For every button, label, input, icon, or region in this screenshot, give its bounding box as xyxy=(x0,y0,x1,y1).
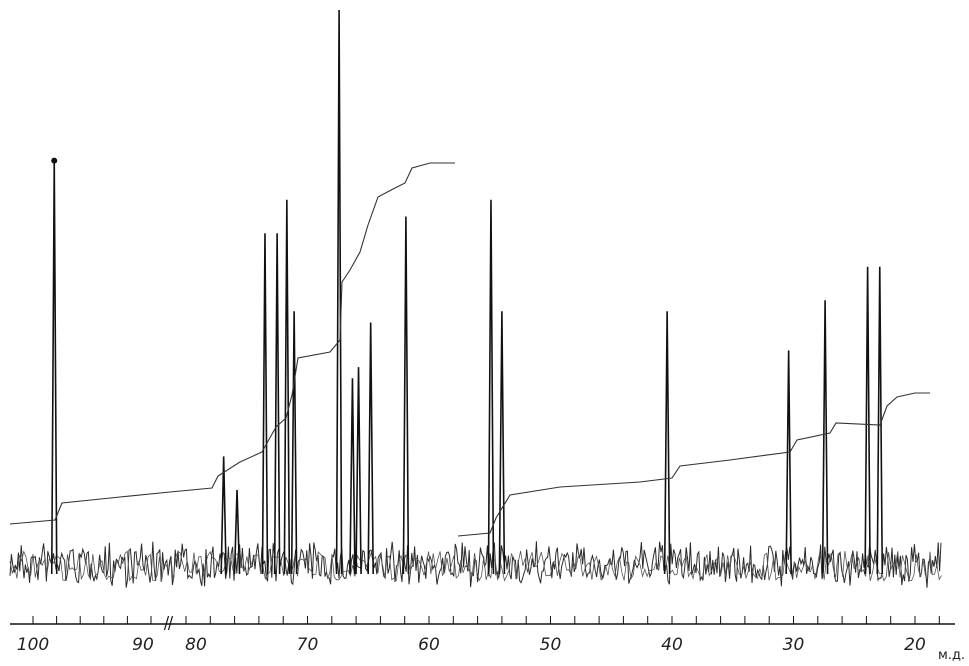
integral-curve-right xyxy=(457,392,930,537)
tick-label-50: 50 xyxy=(540,635,562,655)
tick-label-90: 90 xyxy=(132,635,154,655)
tick-label-60: 60 xyxy=(418,635,440,655)
peak-5 xyxy=(283,199,291,575)
integral-curve xyxy=(9,162,930,537)
spectrum-peaks xyxy=(50,9,884,575)
axis-tick-labels: 100 90 80 70 60 50 40 30 20 м.д. xyxy=(17,635,965,663)
peak-6 xyxy=(290,311,298,575)
peak-2 xyxy=(233,489,241,575)
peak-4 xyxy=(273,233,281,575)
peak-16 xyxy=(821,300,829,575)
peak-11 xyxy=(402,216,410,575)
noise-trace-secondary xyxy=(9,550,942,582)
peak-14 xyxy=(663,311,671,575)
peak-12 xyxy=(487,199,495,575)
peak-3 xyxy=(261,233,269,575)
peak-13 xyxy=(498,311,506,575)
peak-18 xyxy=(876,266,884,575)
peak-1 xyxy=(220,456,227,575)
tick-label-40: 40 xyxy=(661,635,683,655)
peak-0 xyxy=(50,160,58,575)
peak-8 xyxy=(349,378,356,575)
integral-curve-left xyxy=(9,162,455,525)
peak-marker xyxy=(51,157,58,164)
unit-label: м.д. xyxy=(938,648,965,663)
tick-label-80: 80 xyxy=(185,635,207,655)
baseline-noise xyxy=(9,541,942,588)
tick-label-20: 20 xyxy=(904,635,926,655)
axis-break-mark xyxy=(167,615,174,631)
ppm-axis xyxy=(10,615,955,631)
tick-label-100: 100 xyxy=(17,635,49,655)
peak-17 xyxy=(864,266,871,575)
peak-7 xyxy=(335,9,343,575)
axis-break-mark xyxy=(163,615,170,631)
peak-15 xyxy=(785,350,792,575)
peak-10 xyxy=(367,322,374,575)
peak-9 xyxy=(355,367,362,575)
noise-trace xyxy=(9,541,942,588)
tick-label-30: 30 xyxy=(783,635,805,655)
tick-label-70: 70 xyxy=(297,635,319,655)
